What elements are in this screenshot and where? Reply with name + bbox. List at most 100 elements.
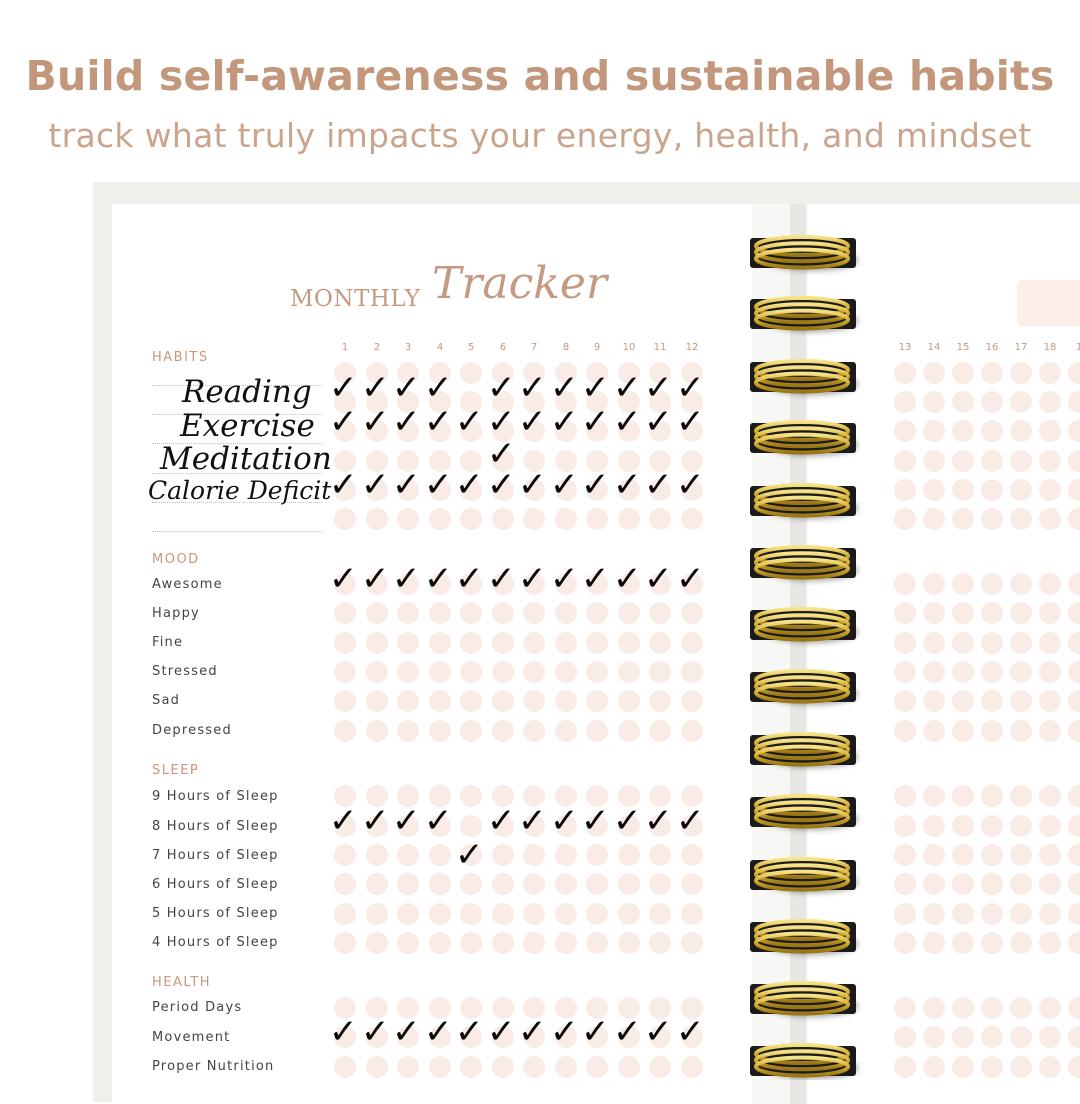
tracker-circle[interactable] [681, 903, 703, 925]
tracker-circle[interactable] [429, 420, 451, 442]
tracker-circle[interactable] [460, 508, 482, 530]
tracker-circle[interactable] [952, 932, 974, 954]
tracker-circle[interactable] [334, 420, 356, 442]
tracker-circle[interactable] [618, 391, 640, 413]
tracker-circle[interactable] [1068, 362, 1080, 384]
tracker-circle[interactable] [555, 903, 577, 925]
tracker-circle[interactable] [460, 844, 482, 866]
tracker-circle[interactable] [1068, 690, 1080, 712]
tracker-circle[interactable] [923, 362, 945, 384]
tracker-circle[interactable] [981, 873, 1003, 895]
tracker-circle[interactable] [952, 420, 974, 442]
tracker-circle[interactable] [492, 815, 514, 837]
tracker-circle[interactable] [366, 844, 388, 866]
tracker-circle[interactable] [981, 1026, 1003, 1048]
tracker-circle[interactable] [1039, 362, 1061, 384]
tracker-circle[interactable] [649, 1026, 671, 1048]
tracker-circle[interactable] [952, 873, 974, 895]
tracker-circle[interactable] [894, 1056, 916, 1078]
tracker-circle[interactable] [586, 573, 608, 595]
tracker-circle[interactable] [923, 508, 945, 530]
tracker-circle[interactable] [952, 997, 974, 1019]
tracker-circle[interactable] [618, 785, 640, 807]
tracker-circle[interactable] [981, 508, 1003, 530]
tracker-circle[interactable] [1039, 391, 1061, 413]
tracker-circle[interactable] [334, 450, 356, 472]
tracker-circle[interactable] [460, 362, 482, 384]
tracker-circle[interactable] [1068, 661, 1080, 683]
tracker-circle[interactable] [681, 450, 703, 472]
tracker-circle[interactable] [492, 785, 514, 807]
tracker-circle[interactable] [397, 903, 419, 925]
tracker-circle[interactable] [1039, 785, 1061, 807]
tracker-circle[interactable] [1068, 997, 1080, 1019]
tracker-circle[interactable] [523, 450, 545, 472]
tracker-circle[interactable] [923, 632, 945, 654]
tracker-circle[interactable] [1039, 844, 1061, 866]
tracker-circle[interactable] [523, 661, 545, 683]
tracker-circle[interactable] [555, 391, 577, 413]
tracker-circle[interactable] [523, 479, 545, 501]
tracker-circle[interactable] [334, 690, 356, 712]
tracker-circle[interactable] [492, 720, 514, 742]
tracker-circle[interactable] [923, 450, 945, 472]
tracker-circle[interactable] [1068, 844, 1080, 866]
tracker-circle[interactable] [334, 873, 356, 895]
tracker-circle[interactable] [1039, 573, 1061, 595]
tracker-circle[interactable] [894, 690, 916, 712]
tracker-circle[interactable] [981, 602, 1003, 624]
tracker-circle[interactable] [649, 661, 671, 683]
tracker-circle[interactable] [366, 479, 388, 501]
tracker-circle[interactable] [1039, 997, 1061, 1019]
tracker-circle[interactable] [586, 785, 608, 807]
tracker-circle[interactable] [586, 997, 608, 1019]
tracker-circle[interactable] [923, 720, 945, 742]
tracker-circle[interactable] [555, 508, 577, 530]
tracker-circle[interactable] [952, 362, 974, 384]
tracker-circle[interactable] [586, 508, 608, 530]
tracker-circle[interactable] [523, 873, 545, 895]
tracker-circle[interactable] [366, 785, 388, 807]
tracker-circle[interactable] [981, 932, 1003, 954]
tracker-circle[interactable] [586, 903, 608, 925]
tracker-circle[interactable] [894, 479, 916, 501]
tracker-circle[interactable] [981, 997, 1003, 1019]
tracker-circle[interactable] [1039, 720, 1061, 742]
tracker-circle[interactable] [923, 479, 945, 501]
tracker-circle[interactable] [429, 932, 451, 954]
tracker-circle[interactable] [1068, 1056, 1080, 1078]
tracker-circle[interactable] [523, 932, 545, 954]
tracker-circle[interactable] [492, 932, 514, 954]
tracker-circle[interactable] [334, 785, 356, 807]
tracker-circle[interactable] [618, 815, 640, 837]
tracker-circle[interactable] [923, 690, 945, 712]
tracker-circle[interactable] [555, 815, 577, 837]
tracker-circle[interactable] [923, 844, 945, 866]
tracker-circle[interactable] [894, 420, 916, 442]
tracker-circle[interactable] [397, 661, 419, 683]
tracker-circle[interactable] [681, 362, 703, 384]
tracker-circle[interactable] [1010, 690, 1032, 712]
tracker-circle[interactable] [1039, 1056, 1061, 1078]
tracker-circle[interactable] [586, 362, 608, 384]
tracker-circle[interactable] [1039, 602, 1061, 624]
tracker-circle[interactable] [981, 903, 1003, 925]
tracker-circle[interactable] [397, 508, 419, 530]
tracker-circle[interactable] [492, 690, 514, 712]
tracker-circle[interactable] [1068, 450, 1080, 472]
tracker-circle[interactable] [618, 873, 640, 895]
tracker-circle[interactable] [429, 844, 451, 866]
tracker-circle[interactable] [460, 573, 482, 595]
tracker-circle[interactable] [618, 690, 640, 712]
tracker-circle[interactable] [586, 632, 608, 654]
tracker-circle[interactable] [681, 932, 703, 954]
tracker-circle[interactable] [681, 508, 703, 530]
tracker-circle[interactable] [334, 632, 356, 654]
tracker-circle[interactable] [555, 602, 577, 624]
tracker-circle[interactable] [334, 661, 356, 683]
tracker-circle[interactable] [1039, 479, 1061, 501]
tracker-circle[interactable] [586, 720, 608, 742]
tracker-circle[interactable] [523, 508, 545, 530]
tracker-circle[interactable] [334, 844, 356, 866]
tracker-circle[interactable] [429, 903, 451, 925]
